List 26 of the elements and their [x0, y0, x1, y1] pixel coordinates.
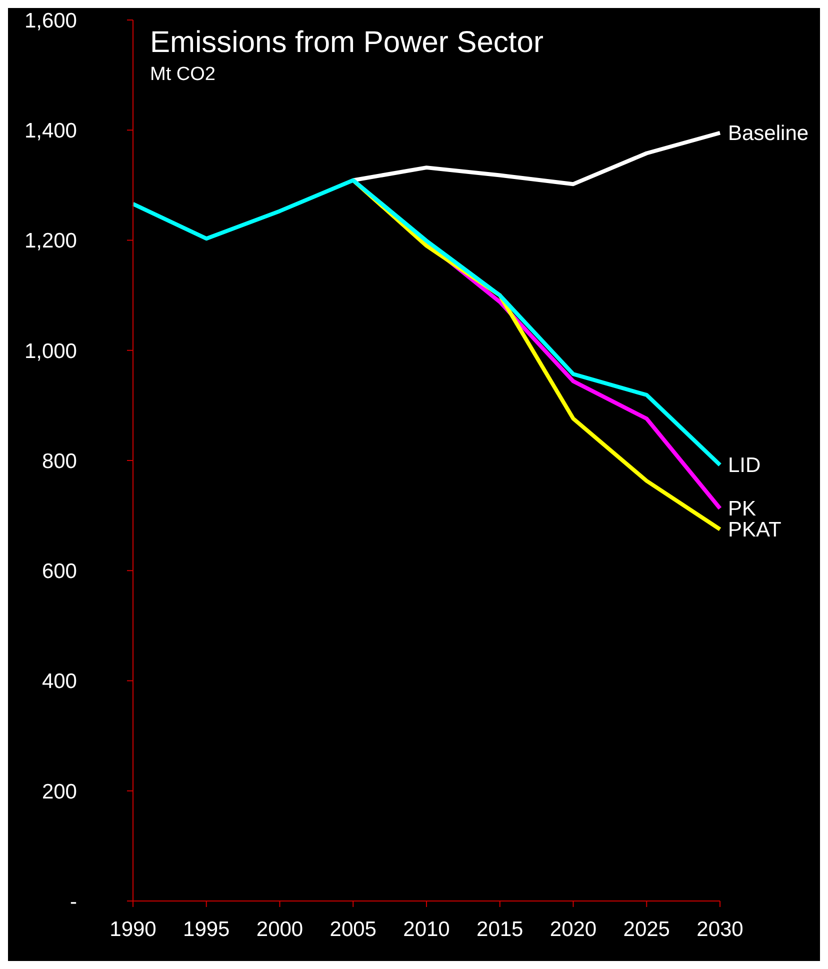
- text: Mt CO2: [150, 64, 216, 86]
- y-tick-label: 1,600: [24, 9, 77, 32]
- x-tick-label: 2005: [330, 918, 376, 941]
- x-tick-label: 2000: [256, 918, 304, 941]
- y-tick-label: 600: [42, 560, 77, 584]
- y-tick-label: 1,200: [24, 230, 77, 253]
- line-series: [351, 130, 722, 186]
- x-tick-label: 2015: [476, 918, 524, 941]
- series-label: PK: [728, 497, 756, 520]
- y-tick-label: 400: [42, 670, 77, 694]
- x-tick-label: 2020: [550, 918, 597, 941]
- series-label: PKAT: [728, 518, 782, 542]
- y-tick-label: -: [70, 890, 77, 914]
- x-tick-label: 1995: [183, 918, 230, 941]
- x-tick-label: 2030: [696, 918, 744, 941]
- chart-title: Emissions from Power Sector: [150, 26, 544, 60]
- y-tick-label: 800: [42, 450, 77, 473]
- y-tick-label: 200: [42, 780, 77, 804]
- series-label: LID: [728, 454, 761, 477]
- x-tick-label: 2010: [403, 918, 450, 941]
- series-label: Baseline: [728, 122, 809, 145]
- y-tick-label: 1,400: [24, 120, 77, 143]
- x-tick-label: 1990: [110, 918, 156, 941]
- line-series: [131, 178, 722, 467]
- y-tick-label: 1,000: [24, 340, 77, 363]
- x-tick-label: 2025: [623, 918, 670, 941]
